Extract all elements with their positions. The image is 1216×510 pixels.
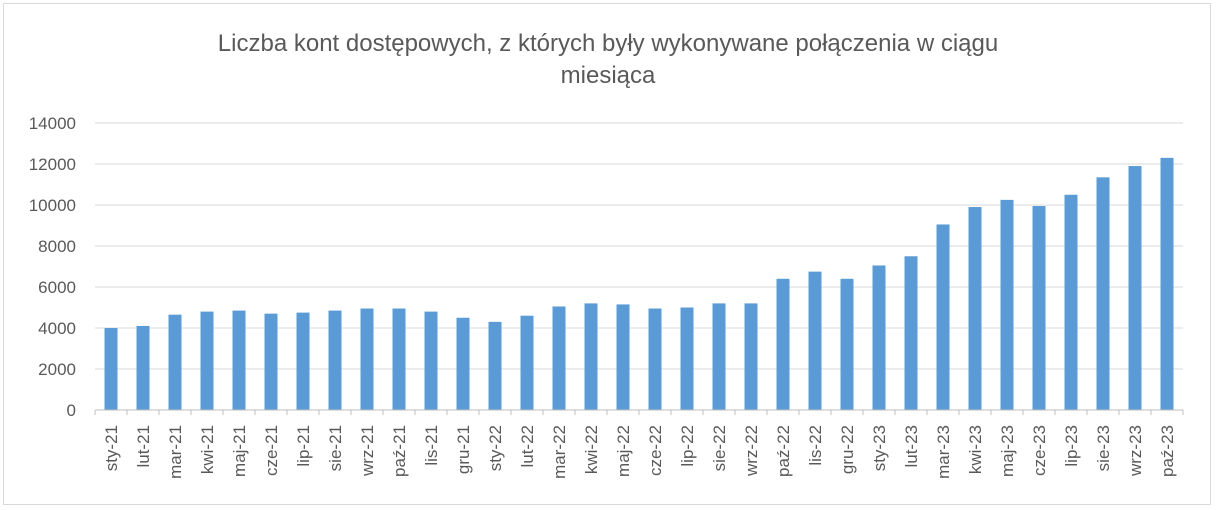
x-tick-label: lut-21 (134, 425, 153, 468)
y-tick-label: 4000 (38, 319, 76, 338)
x-tick-label: lis-21 (422, 425, 441, 466)
x-tick-label: cze-22 (646, 425, 665, 476)
bar (264, 313, 278, 410)
y-tick-label: 10000 (29, 196, 76, 215)
bar (1032, 206, 1046, 410)
x-tick-label: wrz-22 (742, 425, 761, 477)
x-tick-label: lis-22 (806, 425, 825, 466)
x-tick-label: sie-21 (326, 425, 345, 471)
gridlines (95, 122, 1183, 370)
bar (616, 304, 630, 410)
x-tick-label: mar-22 (550, 425, 569, 479)
bar (840, 278, 854, 410)
x-tick-label: wrz-21 (358, 425, 377, 477)
y-tick-label: 0 (67, 401, 76, 420)
x-tick-label: sie-23 (1094, 425, 1113, 471)
bar (136, 325, 150, 410)
x-tick-label: maj-22 (614, 425, 633, 477)
bar (520, 315, 534, 410)
bar (744, 303, 758, 410)
x-tick-label: maj-23 (998, 425, 1017, 477)
bar (808, 271, 822, 410)
y-tick-label: 2000 (38, 360, 76, 379)
x-tick-label: kwi-23 (966, 425, 985, 474)
bar (168, 314, 182, 410)
bar (776, 278, 790, 410)
bar (552, 306, 566, 410)
y-tick-label: 8000 (38, 237, 76, 256)
x-tick-label: lip-21 (294, 425, 313, 467)
x-tick-label: kwi-21 (198, 425, 217, 474)
bar (904, 256, 918, 410)
y-tick-label: 12000 (29, 155, 76, 174)
chart-title-line-2: miesiąca (560, 62, 656, 89)
y-axis: 0 2000 4000 6000 8000 10000 12000 14000 (29, 114, 76, 420)
bar (584, 303, 598, 410)
x-tick-label: paź-23 (1158, 425, 1177, 477)
bar (648, 308, 662, 410)
x-tick-label: paź-22 (774, 425, 793, 477)
x-tick-label: paź-21 (390, 425, 409, 477)
bar (104, 328, 118, 410)
x-tick-label: sie-22 (710, 425, 729, 471)
bar (1096, 177, 1110, 410)
x-tick-label: lut-22 (518, 425, 537, 468)
x-tick-label: gru-21 (454, 425, 473, 474)
x-tick-label: maj-21 (230, 425, 249, 477)
y-tick-label: 6000 (38, 278, 76, 297)
x-tick-label: kwi-22 (582, 425, 601, 474)
bar (1064, 194, 1078, 410)
bar (968, 207, 982, 410)
bar (200, 311, 214, 410)
bar (936, 224, 950, 410)
bar (296, 312, 310, 410)
x-tick-label: gru-22 (838, 425, 857, 474)
x-tick-label: sty-22 (486, 425, 505, 471)
bar (1160, 157, 1174, 410)
chart-title-line-1: Liczba kont dostępowych, z których były … (217, 30, 999, 57)
x-tick-label: cze-21 (262, 425, 281, 476)
bar (872, 265, 886, 410)
bar (1000, 199, 1014, 410)
bar (456, 317, 470, 410)
x-tick-label: mar-23 (934, 425, 953, 479)
bar (712, 303, 726, 410)
bar (328, 310, 342, 410)
x-axis: sty-21 lut-21 mar-21 kwi-21 maj-21 cze-21 lip-… (94, 409, 1184, 479)
x-tick-label: sty-23 (870, 425, 889, 471)
bar (1128, 166, 1142, 410)
x-tick-label: sty-21 (102, 425, 121, 471)
bar (392, 308, 406, 410)
x-tick-label: mar-21 (166, 425, 185, 479)
x-tick-label: lut-23 (902, 425, 921, 468)
x-tick-label: cze-23 (1030, 425, 1049, 476)
x-tick-label: lip-22 (678, 425, 697, 467)
bar (680, 307, 694, 410)
bars (104, 157, 1174, 410)
x-tick-label: wrz-23 (1126, 425, 1145, 477)
y-tick-label: 14000 (29, 114, 76, 133)
bar (360, 308, 374, 410)
bar (488, 321, 502, 410)
bar (424, 311, 438, 410)
bar (232, 310, 246, 410)
x-tick-label: lip-23 (1062, 425, 1081, 467)
